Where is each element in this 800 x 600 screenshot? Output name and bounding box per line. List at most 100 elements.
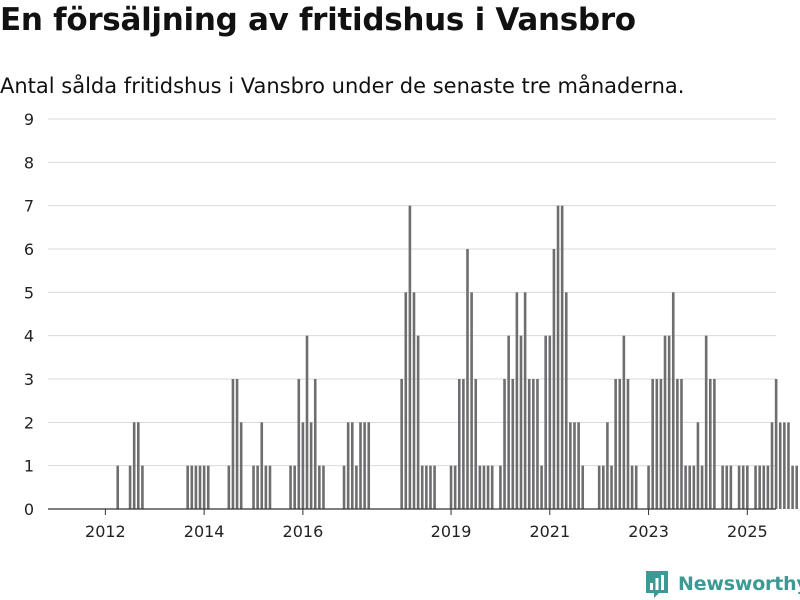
bar: [680, 379, 683, 509]
bar: [425, 465, 428, 509]
bar: [721, 465, 724, 509]
bar: [655, 379, 659, 509]
bar: [564, 292, 568, 509]
bar: [618, 379, 622, 509]
bar: [416, 335, 420, 509]
bar: [737, 465, 741, 509]
x-tick-label: 2012: [85, 522, 126, 541]
bar: [573, 422, 576, 509]
bar: [602, 465, 605, 509]
bar: [548, 335, 552, 509]
bar: [190, 465, 194, 509]
bar: [309, 422, 313, 509]
bar: [412, 292, 416, 509]
bar: [137, 422, 140, 509]
bar: [667, 335, 671, 509]
bar: [400, 379, 403, 509]
x-tick-label: 2025: [727, 522, 768, 541]
bar: [260, 422, 264, 509]
bar: [651, 379, 654, 509]
bar: [466, 249, 469, 509]
y-tick-label: 2: [24, 413, 34, 432]
bar: [569, 422, 572, 509]
y-tick-label: 0: [24, 500, 34, 519]
bar: [227, 465, 231, 509]
bar: [688, 465, 692, 509]
bar: [758, 465, 761, 509]
brand-name: Newsworthy: [678, 573, 800, 595]
newsworthy-logo: Newsworthy: [644, 568, 800, 600]
bar: [478, 465, 482, 509]
bar: [462, 379, 465, 509]
bar: [606, 422, 609, 509]
bar: [696, 422, 700, 509]
chart-subtitle: Antal sålda fritidshus i Vansbro under d…: [0, 74, 685, 98]
bar: [128, 465, 132, 509]
bar: [532, 379, 535, 509]
bar: [231, 379, 235, 509]
bar: [791, 465, 794, 509]
bar: [482, 465, 486, 509]
bar: [774, 379, 778, 509]
bar: [490, 465, 494, 509]
bar: [342, 465, 346, 509]
bar: [457, 379, 461, 509]
bar: [346, 422, 350, 509]
bar: [556, 205, 560, 510]
bar: [614, 379, 617, 509]
bar: [647, 465, 650, 509]
bar: [795, 465, 798, 509]
bar: [132, 422, 136, 509]
bar: [429, 465, 432, 509]
bar: [297, 379, 301, 509]
bar: [515, 292, 519, 509]
bar: [474, 379, 478, 509]
bar: [519, 335, 523, 509]
bar: [746, 465, 749, 509]
bar: [783, 422, 786, 509]
chart-title: En försäljning av fritidshus i Vansbro: [0, 2, 636, 38]
bar: [708, 379, 712, 509]
bar: [622, 335, 626, 509]
bar: [560, 205, 564, 510]
bar: [367, 422, 371, 509]
bar: [486, 465, 490, 509]
bar: [318, 465, 321, 509]
bar: [684, 465, 687, 509]
bar: [676, 379, 679, 509]
bar: [305, 335, 309, 509]
bar: [433, 465, 436, 509]
bar: [778, 422, 782, 509]
bar: [235, 379, 239, 509]
bar: [527, 379, 531, 509]
bar-chart-speech-bubble-icon: [646, 571, 668, 598]
x-tick-label: 2021: [529, 522, 570, 541]
bar: [198, 465, 202, 509]
bar: [202, 465, 206, 509]
bar: [289, 465, 292, 509]
x-tick-label: 2016: [283, 522, 324, 541]
bar: [671, 292, 675, 509]
bar: [239, 422, 243, 509]
bar: [449, 465, 453, 509]
bar: [692, 465, 696, 509]
bar: [322, 465, 325, 509]
bar: [770, 422, 774, 509]
bar: [186, 465, 189, 509]
y-tick-label: 4: [24, 327, 34, 346]
bar: [470, 292, 473, 509]
bar: [359, 422, 362, 509]
bar: [268, 465, 272, 509]
bar: [301, 422, 305, 509]
bar: [540, 465, 543, 509]
bar: [264, 465, 268, 509]
bar: [700, 465, 704, 509]
bar: [729, 465, 733, 509]
bar: [503, 379, 506, 509]
x-tick-label: 2019: [431, 522, 472, 541]
y-tick-label: 3: [24, 370, 34, 389]
bar: [725, 465, 729, 509]
bar: [713, 379, 716, 509]
bar: [704, 335, 708, 509]
